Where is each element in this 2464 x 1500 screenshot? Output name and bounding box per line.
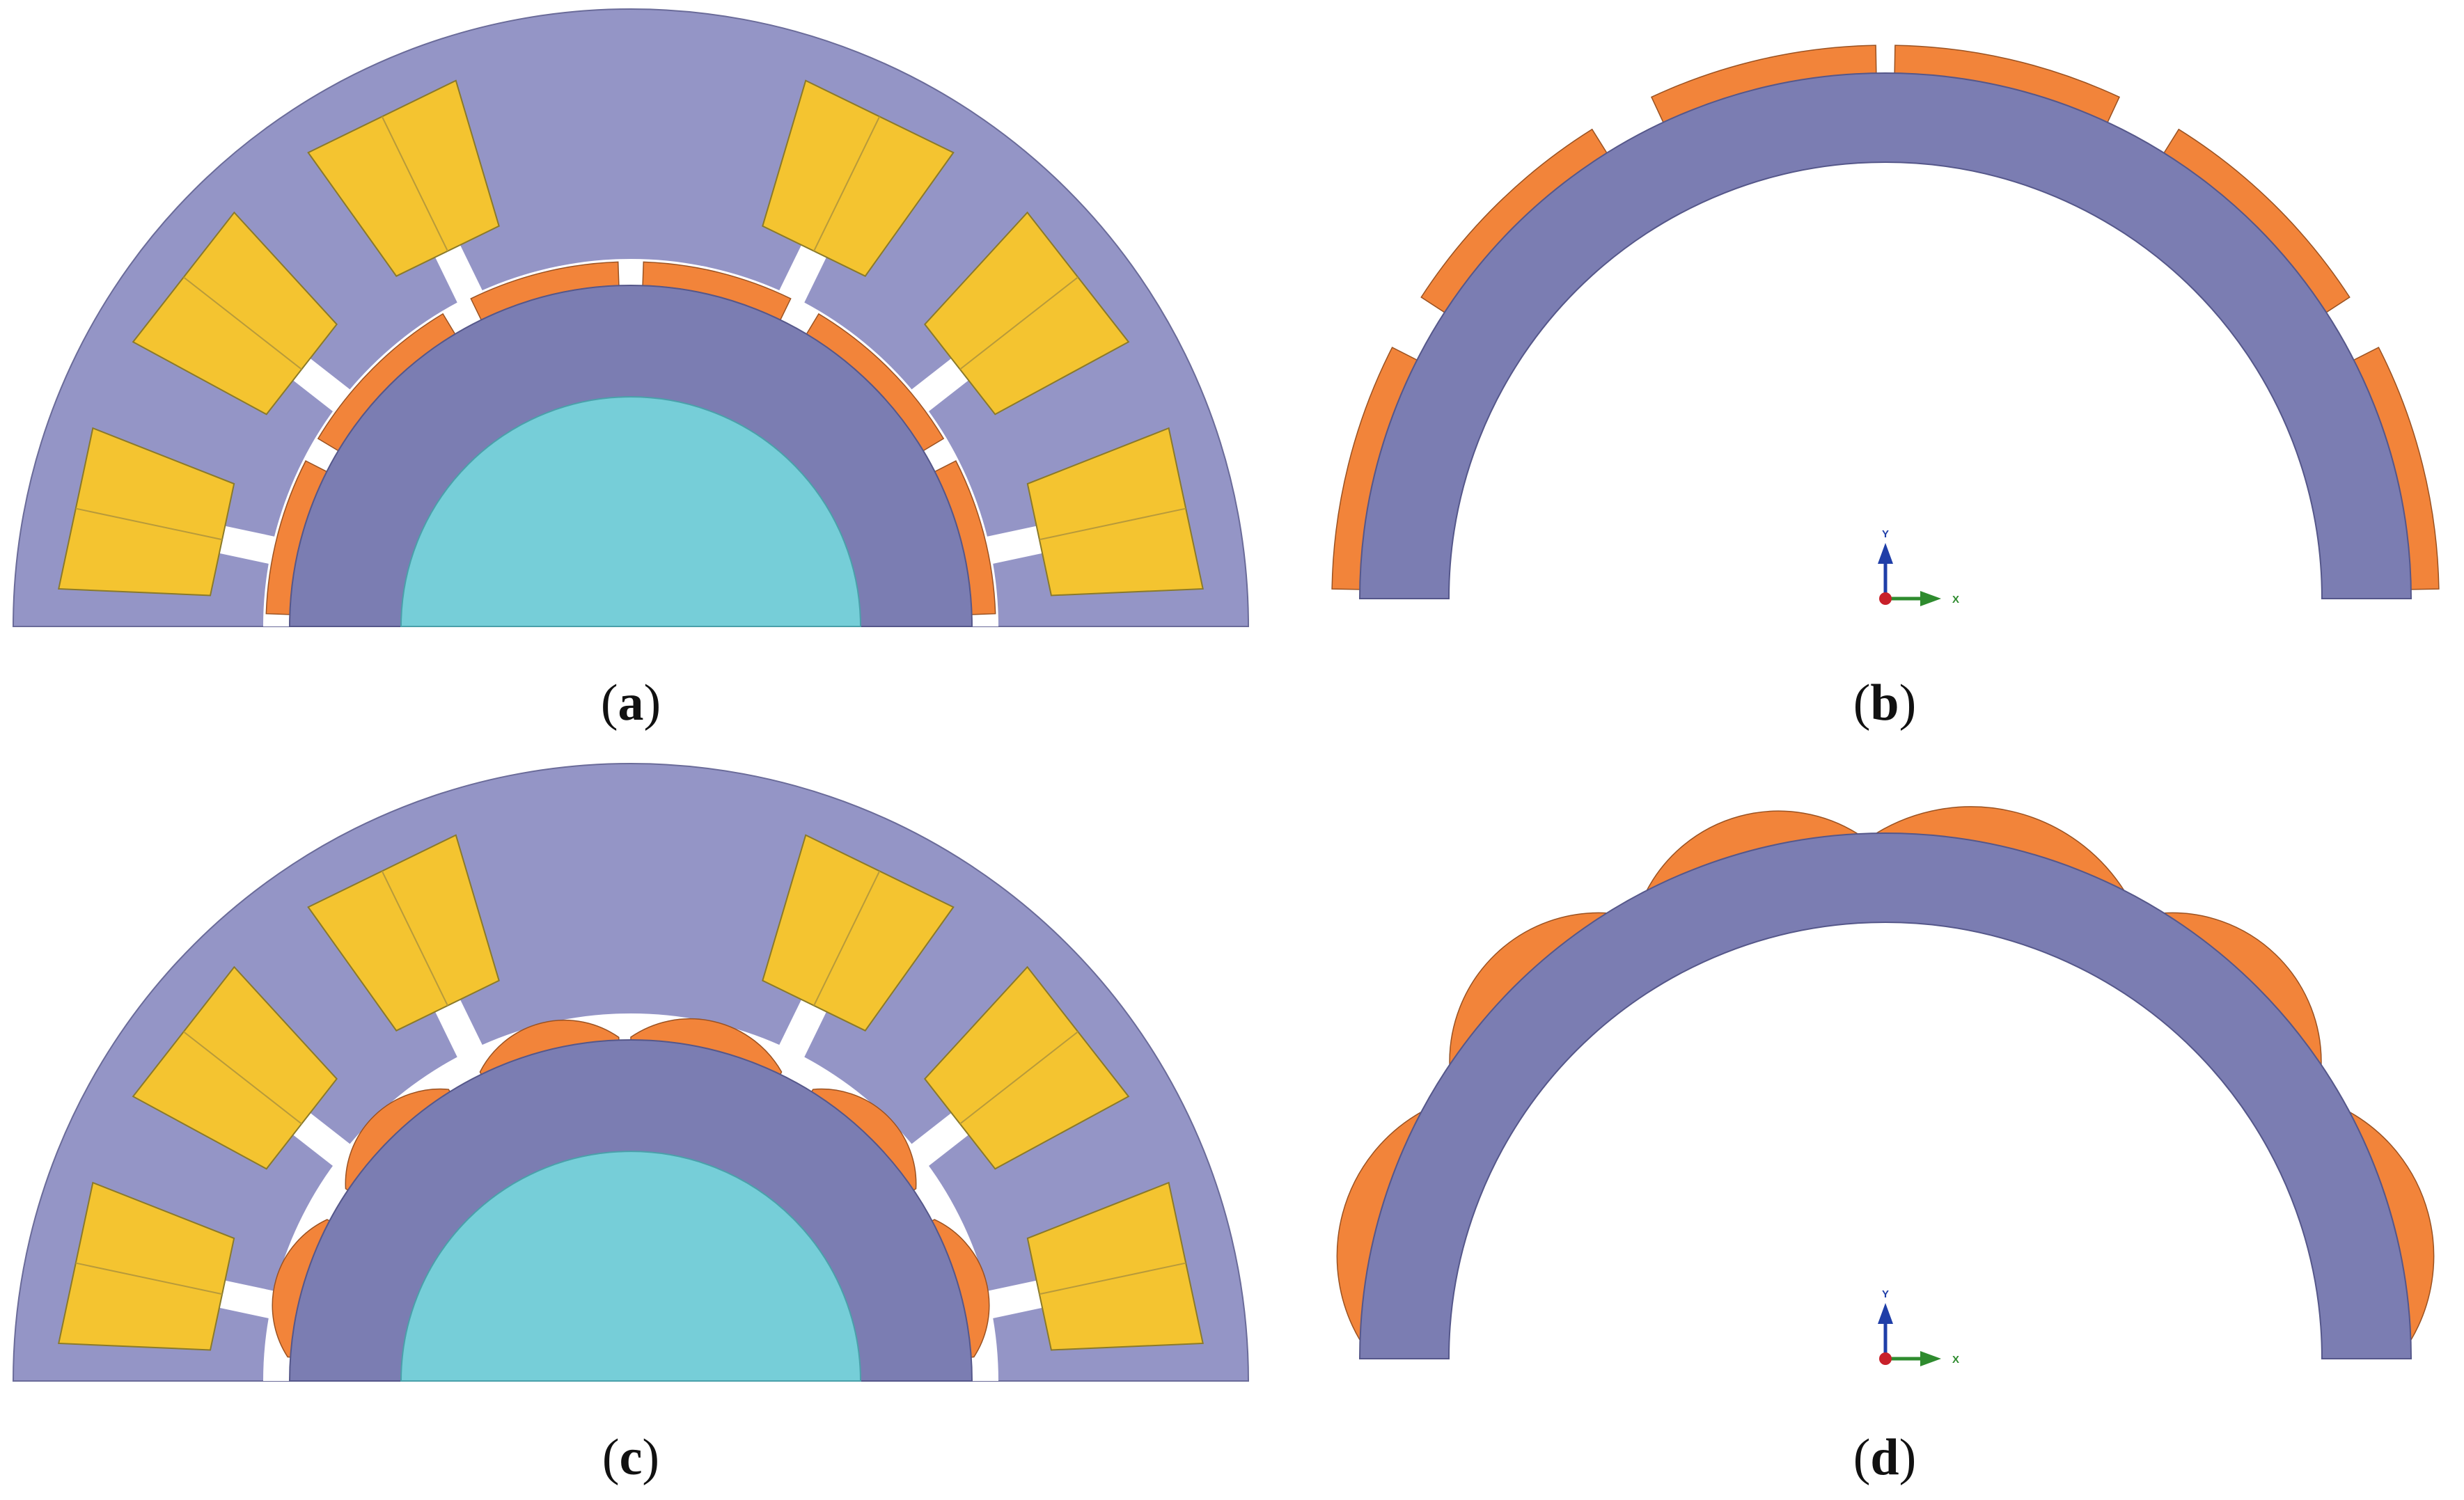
panel-d-origin-icon	[1879, 1352, 1892, 1365]
panel-a-winding-divider-2	[959, 276, 1078, 370]
panel-a-winding-3	[762, 79, 955, 277]
panel-c-winding-divider-6	[75, 1262, 223, 1295]
panel-a-shaft	[400, 396, 862, 627]
panel-d-x-axis-label: X	[1952, 1354, 1959, 1366]
panel-b-axis-triad: YX	[1878, 528, 1959, 606]
panel-a-winding-divider-6	[75, 507, 223, 541]
caption-d: (d)	[1853, 1429, 1916, 1486]
caption-c-letter: c	[620, 1429, 643, 1486]
panel-d-x-axis-arrow-icon	[1920, 1351, 1941, 1366]
panel-c-winding-3	[762, 834, 955, 1032]
panel-b-y-axis-arrow-icon	[1878, 543, 1893, 564]
panel-c-winding-2	[924, 965, 1130, 1170]
panel-d-rotor-core	[1358, 832, 2412, 1359]
panel-d-y-axis-arrow-icon	[1878, 1303, 1893, 1324]
caption-a: (a)	[601, 674, 661, 732]
panel-c	[12, 763, 1250, 1382]
panel-c-winding-divider-2	[959, 1031, 1078, 1125]
panel-b-origin-icon	[1879, 592, 1892, 605]
panel-c-winding-1	[1026, 1181, 1204, 1351]
panel-c-shaft	[400, 1151, 862, 1382]
panel-c-winding-4	[307, 834, 500, 1032]
panel-c-winding-divider-5	[183, 1031, 302, 1125]
panel-b: YX	[1331, 45, 2440, 606]
panel-a-winding-divider-5	[183, 276, 302, 370]
panel-b-rotor-core	[1358, 72, 2412, 599]
panel-a-winding-6	[58, 427, 235, 597]
panel-d-y-axis-label: Y	[1882, 1288, 1889, 1300]
panel-a-winding-divider-1	[1039, 507, 1186, 541]
panel-b-y-axis-label: Y	[1882, 528, 1889, 540]
caption-c: (c)	[602, 1429, 659, 1486]
panel-d: YX	[1336, 806, 2435, 1366]
panel-c-winding-divider-1	[1039, 1262, 1186, 1295]
panel-c-winding-divider-3	[813, 871, 881, 1006]
caption-a-letter: a	[618, 674, 644, 732]
panel-a-winding-2	[924, 211, 1130, 416]
panel-a-winding-1	[1026, 427, 1204, 597]
panel-c-winding-5	[132, 965, 338, 1170]
panel-d-axis-triad: YX	[1878, 1288, 1959, 1366]
panel-b-x-axis-arrow-icon	[1920, 591, 1941, 606]
caption-d-letter: d	[1870, 1429, 1899, 1486]
panel-c-winding-divider-4	[381, 871, 448, 1006]
panel-c-winding-6	[58, 1181, 235, 1351]
panel-b-x-axis-label: X	[1952, 594, 1959, 606]
panel-a-winding-5	[132, 211, 338, 416]
caption-b-letter: b	[1870, 674, 1899, 732]
panel-a-winding-divider-4	[381, 116, 448, 252]
panel-a	[12, 8, 1250, 627]
panel-a-winding-divider-3	[813, 116, 881, 252]
caption-b: (b)	[1853, 674, 1916, 732]
panel-a-winding-4	[307, 79, 500, 277]
